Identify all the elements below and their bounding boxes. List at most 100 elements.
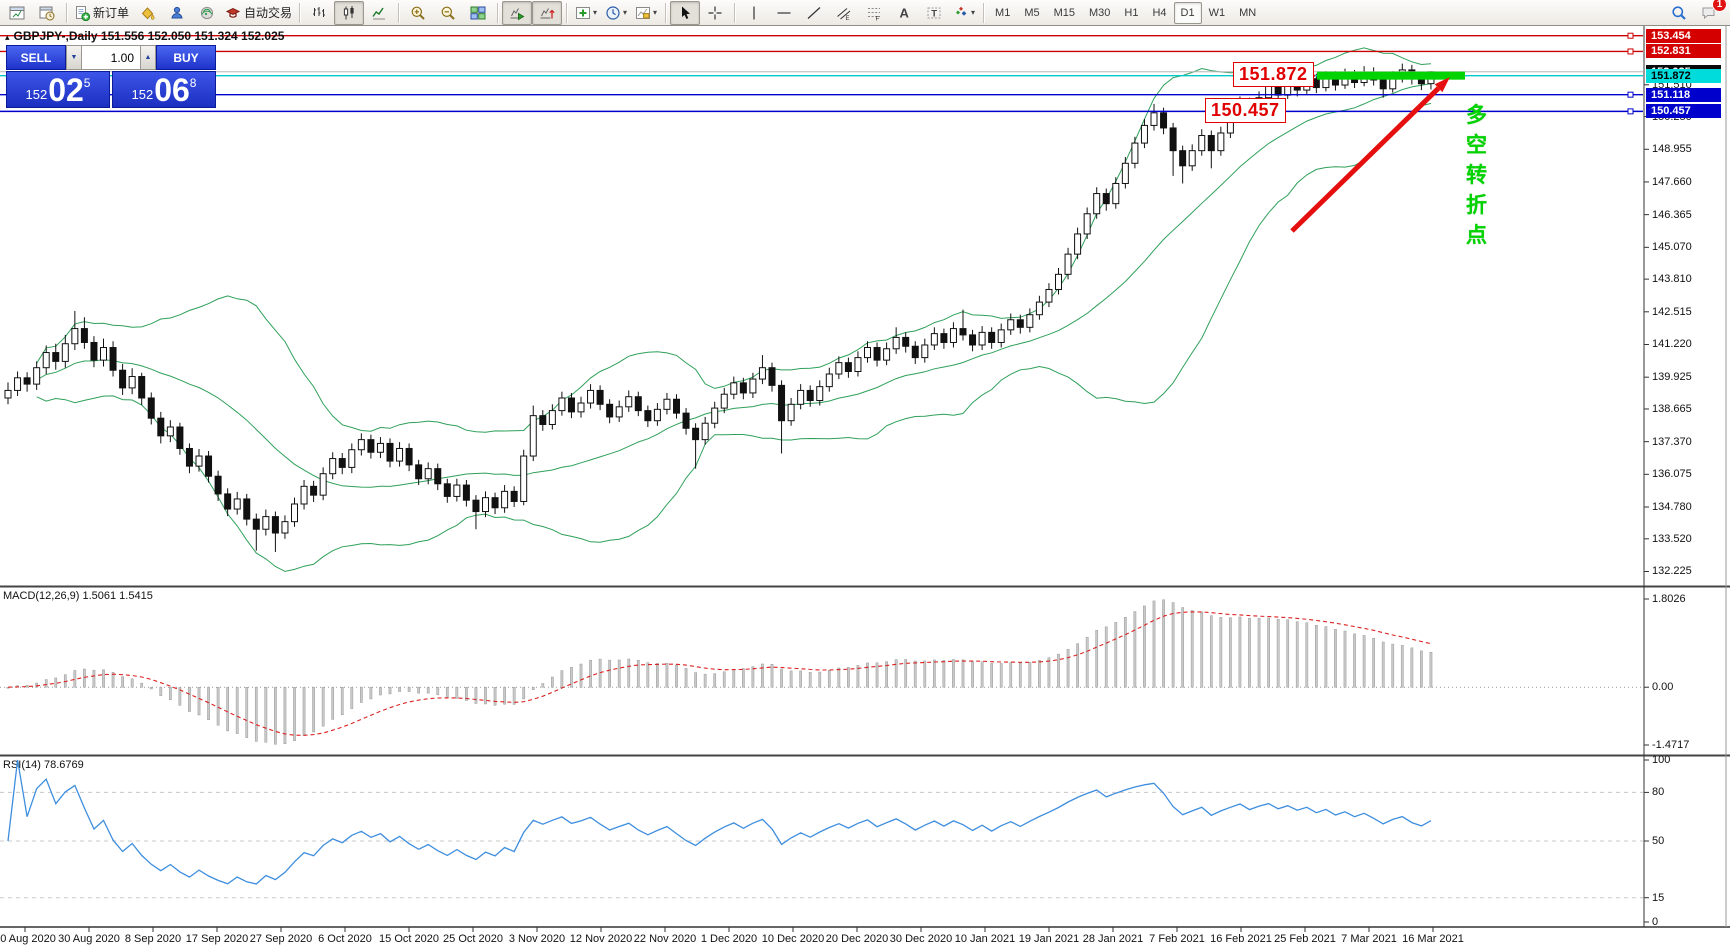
timeframe-button-m5[interactable]: M5 [1024,6,1040,19]
data-window-button[interactable] [32,1,62,25]
rsi-pane [0,759,1643,899]
price-line-label-153.454: 153.454 [1646,28,1721,43]
auto-trading-button[interactable]: 自动交易 [222,1,295,25]
price-axis-tick: 145.070 [1652,241,1692,254]
shapes-button[interactable]: ▾ [949,1,979,25]
trend-note-text[interactable]: 多空转折点 [1466,104,1491,247]
chart-title-text: GBPJPY-,Daily 151.556 152.050 151.324 15… [13,29,285,43]
timeframe-button-mn[interactable]: MN [1239,6,1257,19]
price-axis-tick: 147.660 [1652,175,1692,188]
crosshair-button[interactable] [700,1,730,25]
horizontal-line-button[interactable] [769,1,799,25]
chart-window-button[interactable] [2,1,32,25]
line-chart-button[interactable] [364,1,394,25]
indicators-icon [575,5,591,21]
buy-button[interactable]: BUY [156,45,216,70]
templates-icon [635,5,651,21]
toolbar-right-group: 1 [1664,0,1727,25]
paint-bucket-icon [139,5,155,21]
cursor-icon [677,5,693,21]
dropdown-caret-icon: ▾ [653,8,658,17]
paint-bucket-button[interactable] [132,1,162,25]
toolbar-separator [566,2,568,23]
shapes-icon [953,5,969,21]
pane-frames [0,26,1730,932]
macd-axis-label: 0.00 [1652,681,1674,694]
text-label-button[interactable]: T [919,1,949,25]
price-axis-tick: 143.810 [1652,273,1692,286]
toolbar-separator [497,2,499,23]
volume-input[interactable] [82,45,140,70]
zoom-in-button[interactable] [403,1,433,25]
line-handle[interactable] [1627,32,1634,39]
chart-shift-button[interactable] [532,0,563,25]
auto-scroll-icon [509,5,525,21]
search-button[interactable] [1664,1,1694,25]
price-axis-tick: 146.365 [1652,208,1692,221]
timeframe-button-m30[interactable]: M30 [1089,6,1111,19]
sell-price-big: 02 [48,71,84,108]
support-price-label[interactable]: 150.457 [1205,98,1286,123]
sell-button[interactable]: SELL [6,45,66,70]
vertical-line-button[interactable] [739,1,769,25]
candlestick-chart-icon [341,5,357,21]
new-order-button[interactable]: 新订单 [71,1,132,25]
drawn-objects[interactable] [1290,71,1465,233]
signals-button[interactable] [192,1,222,25]
periods-button[interactable]: ▾ [601,1,631,25]
macd-pane [0,599,1643,745]
auto-scroll-button[interactable] [502,0,533,25]
templates-button[interactable]: ▾ [631,1,661,25]
bar-chart-button[interactable] [304,1,334,25]
timeframe-button-h4[interactable]: H4 [1152,6,1167,19]
toolbar-separator [398,2,400,23]
cursor-button[interactable] [670,0,701,25]
price-axis-tick: 132.225 [1652,565,1692,578]
price-line-label-150.457: 150.457 [1646,104,1721,119]
svg-text:T: T [931,8,937,19]
horizontal-line-icon [776,5,792,21]
date-axis-label: 19 Jan 2021 [1018,933,1080,945]
buy-price-prefix: 152 [131,87,154,102]
line-handle[interactable] [1627,108,1634,115]
line-handle[interactable] [1627,91,1634,98]
volume-decrease-button[interactable]: ▼ [66,45,82,70]
buy-price-display[interactable]: 152 06 8 [112,71,216,108]
sell-price-prefix: 152 [25,87,48,102]
price-axis-tick: 142.515 [1652,305,1692,318]
timeframe-button-m15[interactable]: M15 [1053,6,1075,19]
sell-price-display[interactable]: 152 02 5 [6,71,110,108]
trendline-button[interactable] [799,1,829,25]
toolbar-separator [665,2,667,23]
date-axis-label: 10 Dec 2020 [761,933,825,945]
rsi-axis-label: 80 [1652,786,1665,799]
zoom-out-button[interactable] [433,1,463,25]
volume-increase-button[interactable]: ▲ [140,45,156,70]
resistance-price-label[interactable]: 151.872 [1233,62,1314,87]
notifications-button[interactable]: 1 [1694,0,1727,25]
line-handle[interactable] [1627,48,1634,55]
resistance-zone-rectangle[interactable] [1317,71,1465,80]
timeframe-button-d1[interactable]: D1 [1173,1,1202,24]
community-button[interactable] [162,1,192,25]
date-axis-label: 10 Jan 2021 [954,933,1016,945]
auto-trading-icon [225,5,241,21]
one-click-collapse-icon[interactable]: ▴ [5,32,10,42]
zoom-in-icon [410,5,426,21]
notification-count-badge: 1 [1712,0,1727,12]
date-axis-label: 28 Jan 2021 [1082,933,1144,945]
text-button[interactable]: A [889,1,919,25]
timeframe-button-m1[interactable]: M1 [995,6,1011,19]
fibonacci-button[interactable]: F [859,1,889,25]
indicators-button[interactable]: ▾ [571,1,601,25]
zoom-out-icon [440,5,456,21]
tile-windows-button[interactable] [463,1,493,25]
channel-button[interactable]: E [829,1,859,25]
periods-icon [605,5,621,21]
timeframe-button-h1[interactable]: H1 [1124,6,1139,19]
price-axis-tick: 134.780 [1652,501,1692,514]
main-toolbar: 新订单 自动交易 ▾ ▾ ▾ E F A T ▾ M1 M5 M15 M30 H1 H4 D1 W1 MN 1 [0,0,1730,26]
timeframe-button-w1[interactable]: W1 [1208,6,1226,19]
candlestick-chart-button[interactable] [334,0,365,25]
trend-arrow-line[interactable] [1290,86,1441,233]
